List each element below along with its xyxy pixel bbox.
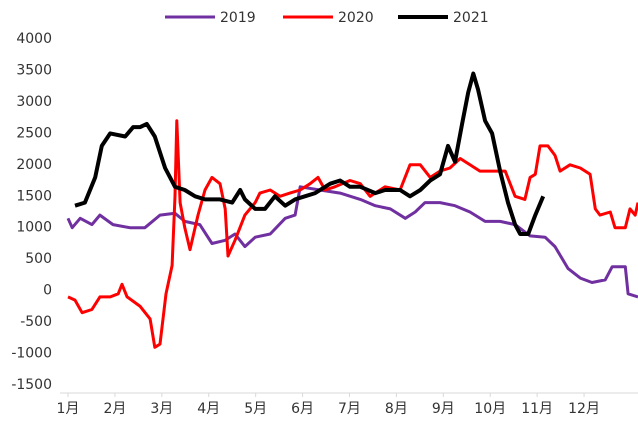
x-tick-label: 7月 xyxy=(338,401,361,417)
y-tick-label: 2000 xyxy=(16,157,52,173)
x-tick-label: 10月 xyxy=(474,401,506,417)
legend-label: 2019 xyxy=(220,10,256,26)
line-series xyxy=(74,71,546,236)
x-tick-label: 9月 xyxy=(432,401,455,417)
x-tick-label: 2月 xyxy=(103,401,126,417)
y-tick-label: 1000 xyxy=(16,220,52,236)
x-tick-label: 11月 xyxy=(521,401,553,417)
y-tick-label: 500 xyxy=(25,251,52,267)
x-tick-label: 12月 xyxy=(568,401,600,417)
x-tick-label: 8月 xyxy=(385,401,408,417)
x-tick-label: 6月 xyxy=(291,401,314,417)
y-tick-label: -1000 xyxy=(11,346,52,362)
line-series xyxy=(66,185,638,299)
legend-label: 2020 xyxy=(338,10,374,26)
x-tick-label: 4月 xyxy=(197,401,220,417)
y-tick-label: 4000 xyxy=(16,31,52,47)
y-tick-label: 3500 xyxy=(16,62,52,78)
y-tick-label: 3000 xyxy=(16,94,52,110)
x-tick-label: 3月 xyxy=(150,401,173,417)
y-tick-label: 2500 xyxy=(16,125,52,141)
y-tick-label: 0 xyxy=(43,283,52,299)
line-series xyxy=(67,119,638,349)
y-tick-label: 1500 xyxy=(16,188,52,204)
y-tick-label: -500 xyxy=(20,314,52,330)
x-tick-label: 1月 xyxy=(57,401,80,417)
legend-label: 2021 xyxy=(453,10,489,26)
x-tick-label: 5月 xyxy=(244,401,267,417)
y-tick-label: -1500 xyxy=(11,377,52,393)
